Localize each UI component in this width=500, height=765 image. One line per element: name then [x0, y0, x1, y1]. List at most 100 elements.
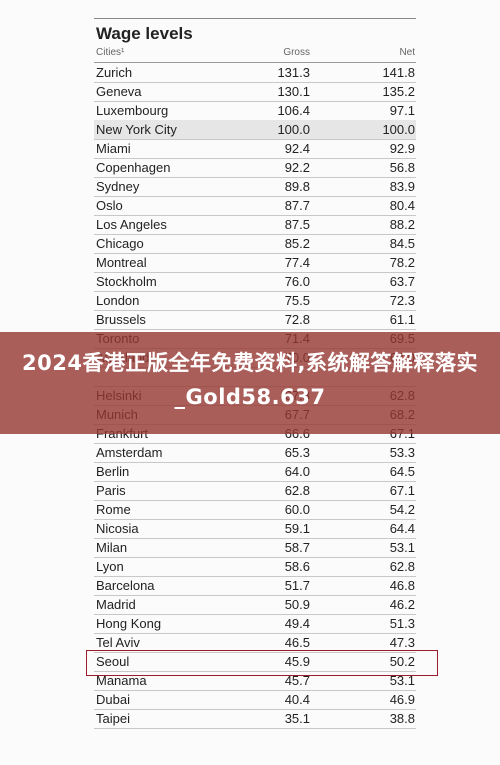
gross-cell: 106.4 [277, 103, 310, 118]
table-row: Zurich 131.3 141.8 [94, 63, 416, 83]
overlay-banner [0, 332, 500, 434]
gross-cell: 77.4 [284, 255, 310, 270]
table-row: London 75.5 72.3 [94, 291, 416, 311]
gross-cell: 46.5 [284, 635, 310, 650]
city-cell: Stockholm [96, 274, 157, 289]
gross-cell: 40.4 [284, 692, 310, 707]
net-cell: 46.9 [389, 692, 415, 707]
table-row: Copenhagen 92.2 56.8 [94, 158, 416, 178]
net-cell: 83.9 [389, 179, 415, 194]
gross-cell: 100.0 [277, 122, 310, 137]
net-cell: 135.2 [382, 84, 415, 99]
gross-cell: 92.4 [284, 141, 310, 156]
net-cell: 92.9 [389, 141, 415, 156]
gross-cell: 51.7 [284, 578, 310, 593]
net-cell: 100.0 [382, 122, 415, 137]
gross-cell: 45.9 [284, 654, 310, 669]
table-row: Oslo 87.7 80.4 [94, 196, 416, 216]
city-cell: Zurich [96, 65, 133, 80]
city-cell: Lyon [96, 559, 124, 574]
gross-cell: 76.0 [284, 274, 310, 289]
net-cell: 53.3 [389, 445, 415, 460]
city-cell: London [96, 293, 140, 308]
table-row: Luxembourg 106.4 97.1 [94, 101, 416, 121]
gross-cell: 35.1 [284, 711, 310, 726]
gross-cell: 65.3 [284, 445, 310, 460]
net-cell: 51.3 [389, 616, 415, 631]
net-cell: 47.3 [389, 635, 415, 650]
gross-cell: 58.6 [284, 559, 310, 574]
net-cell: 50.2 [389, 654, 415, 669]
net-cell: 53.1 [389, 673, 415, 688]
gross-cell: 89.8 [284, 179, 310, 194]
net-cell: 67.1 [389, 483, 415, 498]
city-cell: Nicosia [96, 521, 139, 536]
gross-cell: 50.9 [284, 597, 310, 612]
table-row: Rome 60.0 54.2 [94, 500, 416, 520]
gross-cell: 64.0 [284, 464, 310, 479]
city-cell: Luxembourg [96, 103, 169, 118]
gross-cell: 131.3 [277, 65, 310, 80]
gross-cell: 72.8 [284, 312, 310, 327]
table-row: Amsterdam 65.3 53.3 [94, 443, 416, 463]
table-row: Brussels 72.8 61.1 [94, 310, 416, 330]
table-title: Wage levels [96, 24, 193, 43]
table-row: Madrid 50.9 46.2 [94, 595, 416, 615]
city-cell: Sydney [96, 179, 140, 194]
city-cell: Berlin [96, 464, 130, 479]
table-row: Seoul 45.9 50.2 [94, 652, 416, 672]
header-gross: Gross [283, 47, 310, 58]
table-row: Nicosia 59.1 64.4 [94, 519, 416, 539]
header-rule [94, 62, 416, 63]
table-row: Miami 92.4 92.9 [94, 139, 416, 159]
city-cell: Hong Kong [96, 616, 162, 631]
net-cell: 61.1 [389, 312, 415, 327]
header-cities: Cities¹ [96, 47, 125, 58]
table-row: Sydney 89.8 83.9 [94, 177, 416, 197]
table-row: Taipei 35.1 38.8 [94, 709, 416, 729]
net-cell: 141.8 [382, 65, 415, 80]
city-cell: Geneva [96, 84, 142, 99]
gross-cell: 60.0 [284, 502, 310, 517]
city-cell: Milan [96, 540, 128, 555]
net-cell: 78.2 [389, 255, 415, 270]
net-cell: 72.3 [389, 293, 415, 308]
table-row: Paris 62.8 67.1 [94, 481, 416, 501]
table-row: Dubai 40.4 46.9 [94, 690, 416, 710]
city-cell: Los Angeles [96, 217, 167, 232]
gross-cell: 62.8 [284, 483, 310, 498]
city-cell: Amsterdam [96, 445, 163, 460]
table-row: Manama 45.7 53.1 [94, 671, 416, 691]
city-cell: Taipei [96, 711, 130, 726]
city-cell: Rome [96, 502, 131, 517]
city-cell: Chicago [96, 236, 144, 251]
city-cell: Copenhagen [96, 160, 171, 175]
table-row: Berlin 64.0 64.5 [94, 462, 416, 482]
net-cell: 46.8 [389, 578, 415, 593]
table-row: Barcelona 51.7 46.8 [94, 576, 416, 596]
net-cell: 84.5 [389, 236, 415, 251]
table-row: Montreal 77.4 78.2 [94, 253, 416, 273]
table-row: Tel Aviv 46.5 47.3 [94, 633, 416, 653]
city-cell: Montreal [96, 255, 147, 270]
gross-cell: 130.1 [277, 84, 310, 99]
net-cell: 54.2 [389, 502, 415, 517]
net-cell: 64.5 [389, 464, 415, 479]
city-cell: Oslo [96, 198, 123, 213]
gross-cell: 58.7 [284, 540, 310, 555]
city-cell: New York City [96, 122, 177, 137]
banner-text: 2024香港正版全年免费资料,系统解答解释落实_Gold58.637 [22, 351, 478, 409]
net-cell: 63.7 [389, 274, 415, 289]
table-row: Geneva 130.1 135.2 [94, 82, 416, 102]
net-cell: 80.4 [389, 198, 415, 213]
table-row: Milan 58.7 53.1 [94, 538, 416, 558]
net-cell: 38.8 [389, 711, 415, 726]
table-row: Hong Kong 49.4 51.3 [94, 614, 416, 634]
table-row: New York City 100.0 100.0 [94, 120, 416, 140]
gross-cell: 87.5 [284, 217, 310, 232]
city-cell: Manama [96, 673, 147, 688]
gross-cell: 49.4 [284, 616, 310, 631]
table-row: Los Angeles 87.5 88.2 [94, 215, 416, 235]
net-cell: 46.2 [389, 597, 415, 612]
net-cell: 88.2 [389, 217, 415, 232]
